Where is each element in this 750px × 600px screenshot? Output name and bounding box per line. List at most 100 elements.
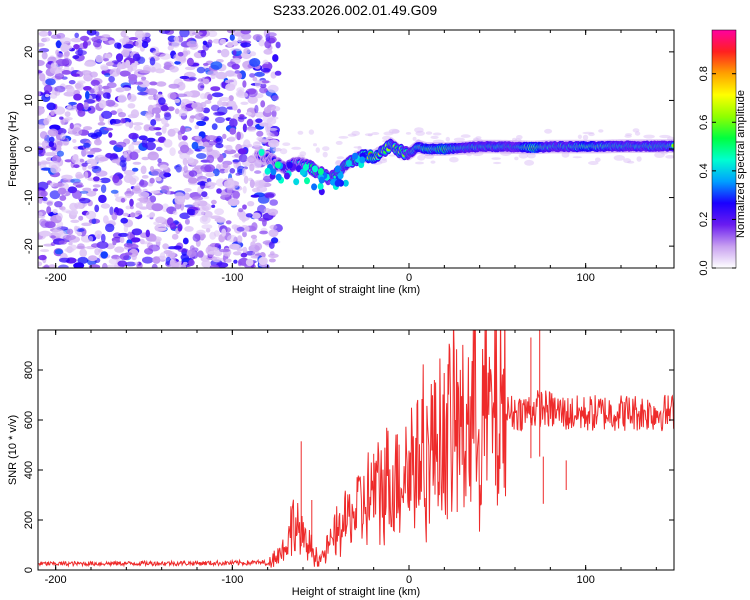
noise-blob [54, 85, 66, 93]
noise-blob [261, 63, 270, 69]
faint-blob [524, 159, 535, 166]
noise-blob [186, 40, 198, 48]
noise-blob [225, 144, 233, 151]
noise-blob [269, 199, 279, 206]
noise-blob [202, 62, 209, 66]
noise-blob [141, 76, 147, 81]
noise-blob [160, 104, 169, 112]
noise-blob [117, 94, 127, 103]
noise-blob [246, 118, 254, 127]
noise-blob [41, 51, 48, 60]
noise-blob [133, 81, 144, 85]
noise-blob [44, 93, 50, 98]
noise-blob [219, 168, 226, 174]
noise-blob [114, 246, 125, 253]
noise-blob [173, 36, 180, 42]
noise-blob [48, 141, 55, 148]
noise-blob [173, 245, 182, 250]
noise-blob [219, 97, 230, 102]
noise-blob [254, 71, 265, 77]
noise-blob [240, 30, 251, 35]
noise-blob [45, 78, 56, 86]
noise-blob [251, 212, 261, 220]
noise-blob [260, 100, 266, 108]
noise-blob [79, 197, 91, 204]
noise-blob [237, 116, 247, 120]
noise-blob [85, 210, 97, 220]
noise-blob [100, 184, 107, 193]
noise-blob [117, 62, 122, 71]
noise-blob [167, 45, 174, 51]
noise-blob [156, 81, 167, 87]
noise-blob [59, 195, 67, 201]
noise-blob [102, 262, 108, 268]
noise-blob [54, 249, 63, 255]
noise-blob [196, 229, 206, 235]
noise-blob [112, 175, 120, 184]
noise-blob [72, 139, 77, 143]
noise-blob [95, 95, 101, 101]
noise-blob [39, 131, 48, 139]
noise-blob [38, 30, 49, 37]
noise-blob [177, 223, 183, 232]
noise-blob [224, 169, 229, 173]
noise-blob [236, 248, 243, 252]
noise-blob [147, 151, 159, 161]
noise-blob [50, 62, 58, 69]
noise-blob [196, 120, 207, 126]
noise-blob [121, 87, 132, 92]
noise-blob [200, 93, 207, 100]
noise-blob [187, 177, 198, 184]
noise-blob [71, 73, 80, 77]
noise-blob [252, 34, 263, 41]
faint-blob [291, 146, 302, 150]
x-tick-label: -100 [221, 272, 243, 284]
track-spot [352, 152, 358, 160]
noise-blob [123, 224, 129, 233]
noise-blob [179, 108, 188, 117]
y-tick-label: -20 [23, 238, 35, 254]
noise-blob [97, 90, 105, 95]
noise-blob [205, 135, 217, 141]
noise-blob [157, 158, 162, 164]
noise-blob [40, 249, 50, 253]
faint-blob [322, 151, 328, 158]
faint-blob [378, 158, 388, 164]
noise-blob [94, 31, 100, 37]
noise-blob [58, 240, 67, 245]
noise-blob [215, 137, 222, 142]
noise-blob [155, 216, 166, 224]
noise-blob [254, 181, 265, 189]
noise-blob [120, 197, 126, 203]
faint-blob [577, 134, 583, 139]
noise-blob [111, 212, 118, 221]
noise-blob [137, 91, 148, 96]
noise-blob [130, 109, 140, 119]
noise-blob [232, 190, 240, 200]
faint-blob [414, 127, 424, 133]
noise-blob [272, 147, 282, 152]
noise-blob [247, 144, 253, 148]
noise-blob [240, 101, 249, 106]
noise-blob [169, 222, 177, 230]
noise-blob [149, 57, 156, 66]
noise-blob [143, 124, 151, 132]
noise-blob [229, 34, 235, 41]
noise-blob [95, 170, 108, 177]
noise-blob [83, 142, 91, 148]
noise-blob [46, 206, 52, 215]
noise-blob [267, 208, 279, 216]
noise-blob [245, 213, 253, 218]
noise-blob [146, 137, 156, 143]
noise-blob [76, 183, 84, 188]
noise-blob [206, 154, 215, 164]
noise-blob [59, 206, 66, 211]
noise-blob [191, 196, 204, 201]
noise-blob [109, 68, 121, 77]
noise-blob [44, 221, 56, 229]
track-spot [312, 165, 318, 173]
noise-blob [38, 70, 43, 74]
noise-blob [38, 198, 43, 204]
noise-blob [88, 264, 101, 268]
faint-blob [335, 140, 343, 145]
